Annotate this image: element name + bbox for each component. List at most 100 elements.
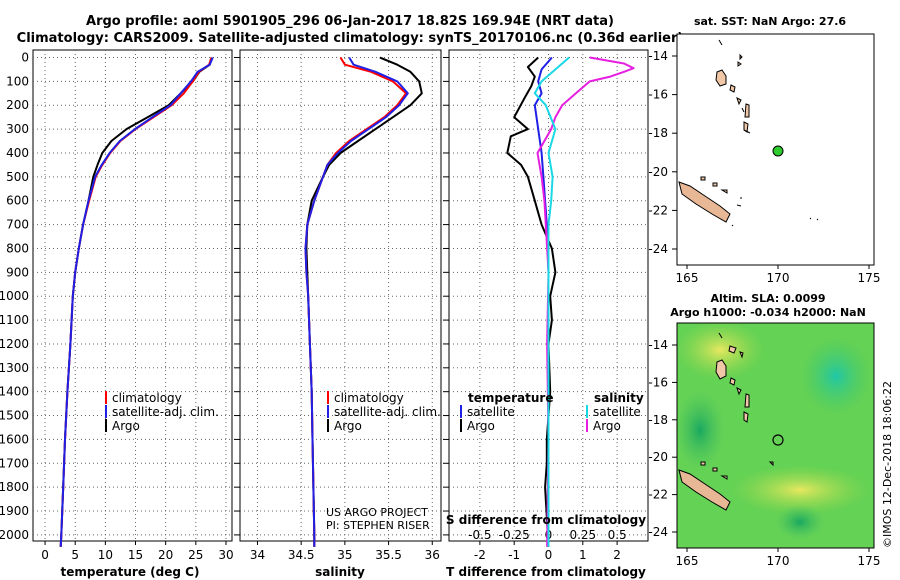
depth-tick-label: 1900 (0, 504, 29, 518)
map-lat-label: -14 (648, 338, 668, 352)
depth-tick-label: 2000 (0, 528, 29, 542)
credit-pi: PI: STEPHEN RISER (326, 519, 430, 532)
island-outline (729, 84, 736, 93)
island-outline (737, 53, 743, 67)
diff-x-tick-label: -2 (474, 548, 486, 562)
sal-sat-line (304, 56, 409, 547)
credit-project: US ARGO PROJECT (326, 506, 428, 519)
diff-xlabel: T difference from climatology (446, 565, 646, 579)
sal-legend-sat: satellite-adj. clim. (334, 405, 441, 419)
temp-x-tick-label: 15 (128, 548, 143, 562)
depth-tick-label: 1500 (0, 409, 29, 423)
sal-x-tick-label: 34 (250, 548, 265, 562)
sst-map-title: sat. SST: NaN Argo: 27.6 (694, 15, 846, 28)
sal-legend-argo: Argo (334, 419, 362, 433)
depth-tick-label: 800 (6, 241, 29, 255)
depth-tick-label: 1800 (0, 480, 29, 494)
sla-map-title1: Altim. SLA: 0.0099 (710, 292, 825, 305)
diff-x-tick-label: -1 (508, 548, 520, 562)
sal-xlabel: salinity (315, 565, 365, 579)
argo-position-marker (772, 145, 784, 157)
diff-legend-t-sat: satellite (467, 405, 515, 419)
map-lon-label: 165 (676, 554, 699, 568)
sla-warm-region (730, 465, 870, 515)
depth-tick-label: 600 (6, 194, 29, 208)
diff-x-tick-label: 2 (613, 548, 621, 562)
temp-legend-sat: satellite-adj. clim. (112, 405, 219, 419)
diff-legend-s-title: salinity (594, 391, 644, 405)
diff-legend-t-title: temperature (468, 391, 553, 405)
island-outline (700, 176, 728, 194)
map-lon-label: 175 (858, 271, 881, 285)
sdiff-tick-label: 0.25 (569, 528, 596, 542)
map-lat-label: -24 (648, 242, 668, 256)
depth-tick-label: 700 (6, 218, 29, 232)
map-lat-label: -16 (648, 88, 668, 102)
island-outline (718, 39, 723, 46)
sla-map-title2: Argo h1000: -0.034 h2000: NaN (670, 306, 866, 319)
map-lat-label: -20 (648, 165, 668, 179)
diff-x-tick-label: 1 (579, 548, 587, 562)
depth-tick-label: 1300 (0, 361, 29, 375)
map-lon-label: 165 (676, 271, 699, 285)
map-lat-label: -22 (648, 203, 668, 217)
depth-axis: 0 100 200 300 400 500 600 700 800 900 1000 1100 1200… (0, 51, 449, 542)
sla-eddy-high (800, 336, 872, 416)
sal-x-tick-label: 36 (425, 548, 440, 562)
depth-tick-label: 400 (6, 146, 29, 160)
temp-x-tick-label: 10 (98, 548, 113, 562)
new-caledonia-outline (678, 469, 731, 511)
header-line1: Argo profile: aoml 5901905_296 06-Jan-20… (86, 14, 614, 29)
diff-legend-s-sat: satellite (593, 405, 641, 419)
sla-map-frame (676, 322, 875, 549)
depth-tick-label: 0 (21, 51, 29, 65)
sdiff-argo-line (536, 56, 635, 547)
depth-tick-label: 200 (6, 98, 29, 112)
temp-sat-line (59, 57, 214, 547)
map-lat-label: -22 (648, 488, 668, 502)
map-lat-label: -18 (648, 126, 668, 140)
island-outline (728, 345, 744, 359)
grid-layer (33, 50, 648, 541)
depth-tick-label: 1000 (0, 289, 29, 303)
temp-panel-frame (32, 49, 233, 542)
s-diff-label: S difference from climatology (446, 513, 646, 527)
temp-x-tick-label: 25 (188, 548, 203, 562)
x-axes: 0 5 10 15 20 25 30 34 34.5 35 35.5 36 -2 -1 0 1 2 -0.5 -0.… (41, 528, 626, 562)
island-outline (731, 197, 819, 227)
temp-x-tick-label: 30 (218, 548, 233, 562)
island-outline (729, 377, 742, 396)
sdiff-tick-label: -0.5 (468, 528, 491, 542)
sla-eddy-low (675, 390, 725, 470)
depth-tick-label: 1100 (0, 313, 29, 327)
temp-x-tick-label: 0 (41, 548, 49, 562)
island-outline (718, 332, 723, 339)
new-caledonia-outline (678, 181, 731, 223)
diff-x-tick-label: 0 (545, 548, 553, 562)
sla-map: Altim. SLA: 0.0099 Argo h1000: -0.034 h2… (648, 292, 894, 568)
diff-legend-t-argo: Argo (467, 419, 495, 433)
sla-eddy-low (775, 504, 825, 540)
map-lat-label: -18 (648, 413, 668, 427)
depth-tick-label: 500 (6, 170, 29, 184)
island-outline (741, 107, 751, 134)
sdiff-sat-line (533, 56, 570, 547)
sdiff-tick-label: -0.25 (499, 528, 530, 542)
temp-argo-line (59, 57, 213, 547)
temp-legend-clim: climatology (112, 391, 182, 405)
temp-x-tick-label: 5 (71, 548, 79, 562)
temp-clim-line (59, 57, 213, 547)
sdiff-tick-label: 0.5 (608, 528, 627, 542)
depth-tick-label: 1700 (0, 456, 29, 470)
temp-legend-argo: Argo (112, 419, 140, 433)
map-lat-label: -20 (648, 450, 668, 464)
map-lon-label: 170 (767, 271, 790, 285)
profile-lines (59, 56, 635, 547)
sal-x-tick-label: 35 (337, 548, 352, 562)
depth-tick-label: 1600 (0, 432, 29, 446)
sal-clim-line (304, 56, 407, 547)
map-lat-label: -14 (648, 49, 668, 63)
sal-legend-clim: climatology (334, 391, 404, 405)
map-lon-label: 175 (858, 554, 881, 568)
depth-tick-label: 300 (6, 122, 29, 136)
